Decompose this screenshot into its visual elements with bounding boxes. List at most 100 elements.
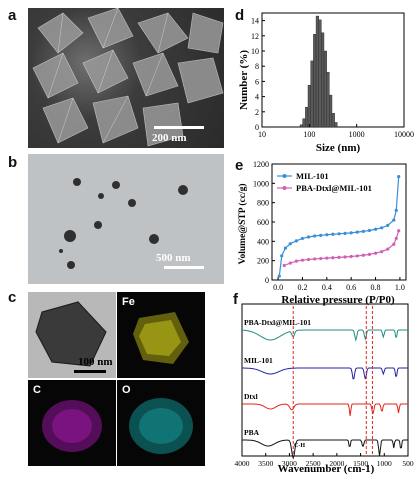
histogram-xlabel: Size (nm): [316, 142, 361, 154]
isotherm-ticks: 0.0 0.2 0.4 0.6 0.8 1.0 0 200 400 600 800 1000 1200: [253, 160, 405, 292]
ftir-spectrum-1: [242, 367, 408, 380]
isotherm-point: [282, 263, 286, 268]
isotherm-point: [367, 252, 372, 256]
isotherm-point: [331, 232, 335, 236]
size-histogram-chart: 10 100 1000 10000 0 2 4 6 8 10 12 14 Number (%) Siz…: [238, 12, 414, 154]
ftir-xtick-label: 2500: [306, 459, 321, 468]
legend-label-1: PBA-Dtxl@MIL-101: [296, 183, 372, 193]
scale-bar-label-c: 100 nm: [78, 356, 113, 368]
histogram-frame: [261, 12, 405, 128]
isotherm-point: [325, 233, 329, 237]
isotherm-xtick-label: 0.8: [371, 283, 381, 292]
eds-label-fe: Fe: [122, 296, 135, 308]
legend-marker-1: [282, 186, 287, 190]
ftir-xtick-label: 500: [402, 459, 414, 468]
isotherm-point: [373, 227, 378, 231]
c-signal: [42, 400, 102, 452]
isotherm-point: [277, 274, 281, 278]
histogram-xtick-label: 10: [258, 130, 266, 139]
panel-label-f: f: [233, 291, 238, 308]
isotherm-point: [397, 229, 401, 233]
isotherm-point: [300, 258, 305, 262]
eds-map-fe: Fe: [117, 292, 205, 378]
isotherm-point: [337, 255, 341, 259]
histogram-bar: [334, 122, 338, 128]
isotherm-point: [313, 234, 317, 238]
histogram-bar: [326, 72, 330, 128]
o-signal: [129, 398, 193, 454]
histogram-xtick-label: 1000: [349, 130, 365, 139]
scale-bar-label-b: 500 nm: [156, 252, 191, 264]
ftir-xtick-label: 1500: [353, 459, 368, 468]
isotherm-legend: MIL-101 PBA-Dtxl@MIL-101: [277, 171, 372, 193]
isotherm-point: [319, 233, 323, 237]
ftir-axes: [241, 303, 409, 457]
histogram-bar: [310, 60, 314, 128]
isotherm-xlabel-text: Relative pressure (P/P0): [281, 294, 395, 306]
isotherm-point: [386, 223, 390, 227]
isotherm-point: [397, 174, 401, 179]
isotherm-point: [306, 235, 311, 239]
isotherm-xtick-label: 0.6: [346, 283, 356, 292]
isotherm-point: [380, 226, 384, 230]
eds-map-o: O: [117, 380, 205, 466]
isotherm-xtick-label: 1.0: [395, 283, 405, 292]
ftir-xtick-label: 1000: [377, 459, 392, 468]
isotherm-point: [294, 259, 298, 263]
ftir-series-label-3: PBA: [244, 428, 260, 437]
isotherm-ylabel: Volume@STP (cc/g): [237, 183, 248, 264]
panel-label-b: b: [8, 154, 18, 171]
histogram-bar: [329, 94, 333, 128]
panel-label-c: c: [8, 289, 17, 306]
sem-image: 200 nm: [28, 8, 224, 148]
histogram-xtick-label: 10000: [394, 130, 414, 139]
histogram-ylabel: Number (%): [238, 50, 250, 110]
eds-map-c: C: [28, 380, 116, 466]
histogram-ytick-label: 12: [251, 32, 259, 41]
single-particle-shape: [35, 301, 107, 367]
ftir-spectrum-0: [242, 329, 408, 342]
isotherm-ytick-label: 400: [257, 237, 269, 246]
isotherm-series: [277, 174, 401, 278]
isotherm-point: [394, 208, 398, 212]
ftir-ticks: 4000 3500 3000 2500 2000 1500 1000 500: [235, 453, 414, 468]
ftir-series-label-0: PBA-Dtxl@MIL-101: [244, 318, 311, 327]
isotherm-xtick-label: 0.0: [273, 283, 283, 292]
isotherm-point: [294, 239, 298, 243]
ftir-series-labels: PBA-Dtxl@MIL-101 MIL-101 Dtxl PBA: [244, 318, 311, 437]
histogram-bar: [321, 32, 325, 128]
histogram-bar: [305, 107, 309, 128]
histogram-bar: [313, 34, 317, 128]
histogram-bar: [323, 50, 327, 128]
isotherm-ytick-label: 1200: [253, 160, 269, 169]
tem-single-particle: 100 nm: [28, 292, 116, 378]
fe-signal: [133, 312, 189, 364]
isotherm-point: [373, 251, 378, 255]
ftir-series-label-2: Dtxl: [244, 392, 258, 401]
histogram-bar: [315, 15, 319, 128]
ftir-xtick-label: 3500: [258, 459, 273, 468]
histogram-ticks: 10 100 1000 10000 0 2 4 6 8 10 12 14: [251, 17, 414, 139]
histogram-bars: [299, 15, 338, 128]
histogram-axes: [261, 12, 405, 128]
isotherm-point: [392, 218, 396, 222]
ftir-xtick-label: 3000: [282, 459, 297, 468]
ftir-spectrum-2: [242, 403, 408, 417]
isotherm-point: [280, 254, 284, 258]
panel-label-d: d: [235, 7, 245, 24]
isotherm-point: [392, 242, 396, 246]
isotherm-point: [380, 250, 384, 254]
isotherm-xtick-label: 0.4: [322, 283, 332, 292]
ftir-annotation-ch: C-H: [294, 443, 305, 449]
histogram-bar: [318, 19, 322, 128]
isotherm-point: [349, 254, 353, 259]
histogram-xtick-label: 100: [303, 130, 315, 139]
isotherm-ytick-label: 600: [257, 218, 269, 227]
histogram-ytick-label: 10: [251, 47, 259, 56]
isotherm-point: [283, 246, 287, 250]
histogram-ytick-label: 6: [255, 77, 259, 86]
isotherm-point: [300, 236, 305, 241]
ftir-guide-lines: [292, 306, 373, 454]
histogram-bar: [331, 113, 335, 128]
isotherm-point: [319, 256, 323, 261]
